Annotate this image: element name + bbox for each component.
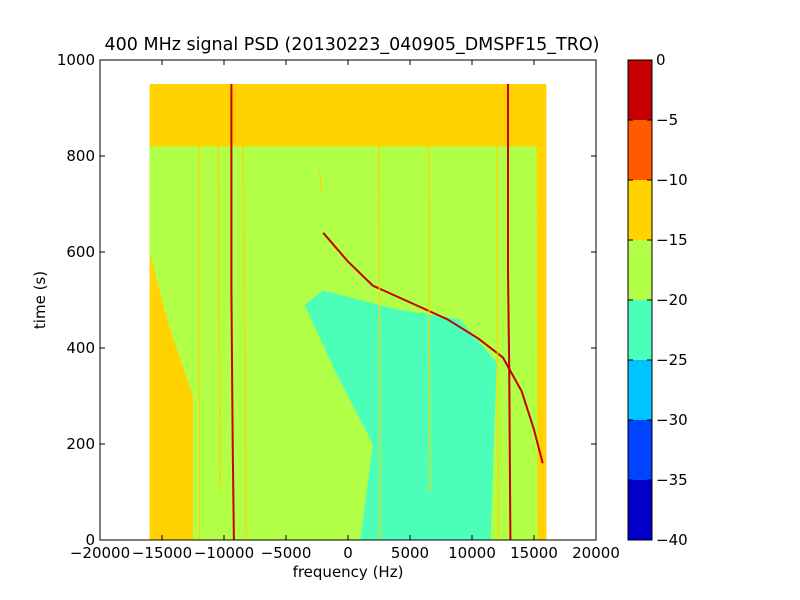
plot-area: −20000 −15000 −10000 −5000 0 5000 10000 15000 20… <box>57 51 620 562</box>
colorbar-tick-label: −10 <box>656 171 688 189</box>
colorbar-segment-3 <box>628 300 652 360</box>
chart-title: 400 MHz signal PSD (20130223_040905_DMSP… <box>105 35 600 55</box>
x-tick-label: 5000 <box>391 544 429 562</box>
x-tick-label: −20000 <box>70 544 130 562</box>
y-tick-label: 0 <box>85 531 95 549</box>
y-tick-label: 1000 <box>57 51 95 69</box>
minor-streak-4 <box>241 83 248 540</box>
colorbar-segment-1 <box>628 420 652 480</box>
colorbar-segment-7 <box>628 60 652 120</box>
x-tick-label: −5000 <box>261 544 312 562</box>
colorbar-segments <box>628 60 652 540</box>
y-tick-label: 200 <box>66 435 95 453</box>
minor-streak-7 <box>378 146 381 540</box>
colorbar-tick-label: −25 <box>656 351 688 369</box>
colorbar-segment-6 <box>628 120 652 180</box>
heatmap-region-2 <box>304 290 497 540</box>
y-tick-label: 800 <box>66 147 95 165</box>
x-tick-label: 0 <box>343 544 353 562</box>
doppler-trace-2 <box>322 232 544 464</box>
x-tick-label: 20000 <box>572 544 620 562</box>
minor-streak-8 <box>427 146 431 493</box>
x-axis-label: frequency (Hz) <box>293 563 404 581</box>
y-tick-label: 400 <box>66 339 95 357</box>
colorbar-segment-0 <box>628 480 652 540</box>
colorbar-ticks: −40 −35 −30 −25 −20 −15 −10 −5 0 <box>628 51 688 549</box>
y-axis-label: time (s) <box>31 271 49 329</box>
minor-streak-9 <box>318 170 323 195</box>
colorbar-segment-4 <box>628 240 652 300</box>
carrier-right-1 <box>507 84 512 540</box>
x-tick-label: −10000 <box>194 544 254 562</box>
colorbar-tick-label: −15 <box>656 231 688 249</box>
x-axis-ticks: −20000 −15000 −10000 −5000 0 5000 10000 15000 20… <box>70 60 620 562</box>
heatmap-layer <box>149 83 547 540</box>
colorbar-tick-label: 0 <box>656 51 666 69</box>
colorbar: −40 −35 −30 −25 −20 −15 −10 −5 0 <box>627 51 688 549</box>
colorbar-tick-label: −5 <box>656 111 678 129</box>
x-tick-label: 15000 <box>510 544 558 562</box>
x-tick-label: −15000 <box>132 544 192 562</box>
colorbar-segment-2 <box>628 360 652 420</box>
minor-streak-6 <box>496 83 499 540</box>
minor-streak-5 <box>217 83 222 493</box>
colorbar-tick-label: −30 <box>656 411 688 429</box>
colorbar-segment-5 <box>628 180 652 240</box>
y-tick-label: 600 <box>66 243 95 261</box>
y-axis-ticks: 0 200 400 600 800 1000 <box>57 51 596 549</box>
carrier-left-0 <box>230 84 235 540</box>
colorbar-tick-label: −20 <box>656 291 688 309</box>
colorbar-tick-label: −35 <box>656 471 688 489</box>
colorbar-tick-label: −40 <box>656 531 688 549</box>
x-tick-label: 10000 <box>448 544 496 562</box>
